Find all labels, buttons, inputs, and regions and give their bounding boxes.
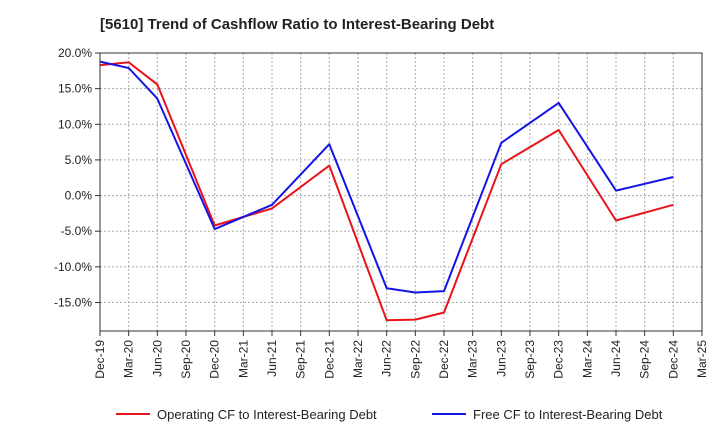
y-tick-label: 0.0% [65, 189, 93, 203]
x-tick-label: Sep-22 [408, 340, 422, 379]
x-tick-label: Dec-21 [322, 340, 336, 379]
x-tick-label: Jun-23 [494, 340, 508, 377]
x-tick-label: Jun-22 [380, 340, 394, 377]
plot-frame [99, 52, 703, 332]
x-tick-label: Sep-23 [523, 340, 537, 379]
x-tick-label: Sep-20 [179, 340, 193, 379]
x-tick-label: Jun-24 [609, 340, 623, 377]
x-tick-label: Mar-22 [351, 340, 365, 378]
x-tick-label: Dec-23 [552, 340, 566, 379]
x-tick-label: Mar-23 [466, 340, 480, 378]
series-line-2 [99, 60, 674, 294]
y-tick-label: 10.0% [58, 117, 92, 131]
x-tick-label: Mar-20 [122, 340, 136, 378]
y-tick-label: 15.0% [58, 82, 92, 96]
x-tick-label: Mar-25 [695, 340, 709, 378]
x-tick-label: Dec-22 [437, 340, 451, 379]
series-line-1 [99, 61, 674, 322]
x-tick-label: Mar-21 [236, 340, 250, 378]
x-tick-label: Dec-19 [93, 340, 107, 379]
x-tick-label: Dec-20 [208, 340, 222, 379]
y-tick-label: -15.0% [54, 295, 92, 309]
y-tick-label: -5.0% [61, 224, 93, 238]
x-tick-label: Dec-24 [666, 340, 680, 379]
x-tick-label: Sep-24 [638, 340, 652, 379]
y-tick-label: 5.0% [65, 153, 93, 167]
x-tick-label: Mar-24 [580, 340, 594, 378]
y-tick-label: -10.0% [54, 260, 92, 274]
x-axis: Dec-19 Mar-20 Jun-20 Sep-20 Dec-20 Mar-21 Jun-… [93, 331, 709, 379]
y-tick-label: 20.0% [58, 46, 92, 60]
x-tick-label: Jun-20 [150, 340, 164, 377]
x-tick-label: Sep-21 [294, 340, 308, 379]
legend: Operating CF to Interest-Bearing Debt Fre… [116, 407, 663, 422]
legend-label-2: Free CF to Interest-Bearing Debt [473, 407, 663, 422]
legend-label-1: Operating CF to Interest-Bearing Debt [157, 407, 377, 422]
y-axis: 20.0% 15.0% 10.0% 5.0% 0.0% -5.0% -10.0% -15.0% [54, 46, 100, 309]
series-layer [99, 60, 674, 322]
chart-title: [5610] Trend of Cashflow Ratio to Intere… [100, 16, 494, 33]
x-tick-label: Jun-21 [265, 340, 279, 377]
grid [99, 52, 703, 331]
